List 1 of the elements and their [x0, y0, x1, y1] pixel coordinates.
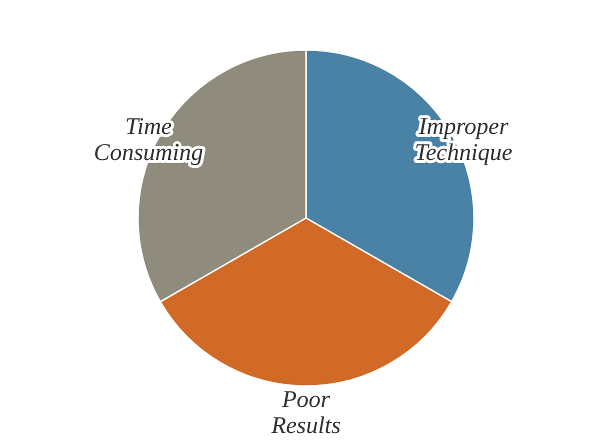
slice-label: Poor Results	[270, 387, 341, 439]
